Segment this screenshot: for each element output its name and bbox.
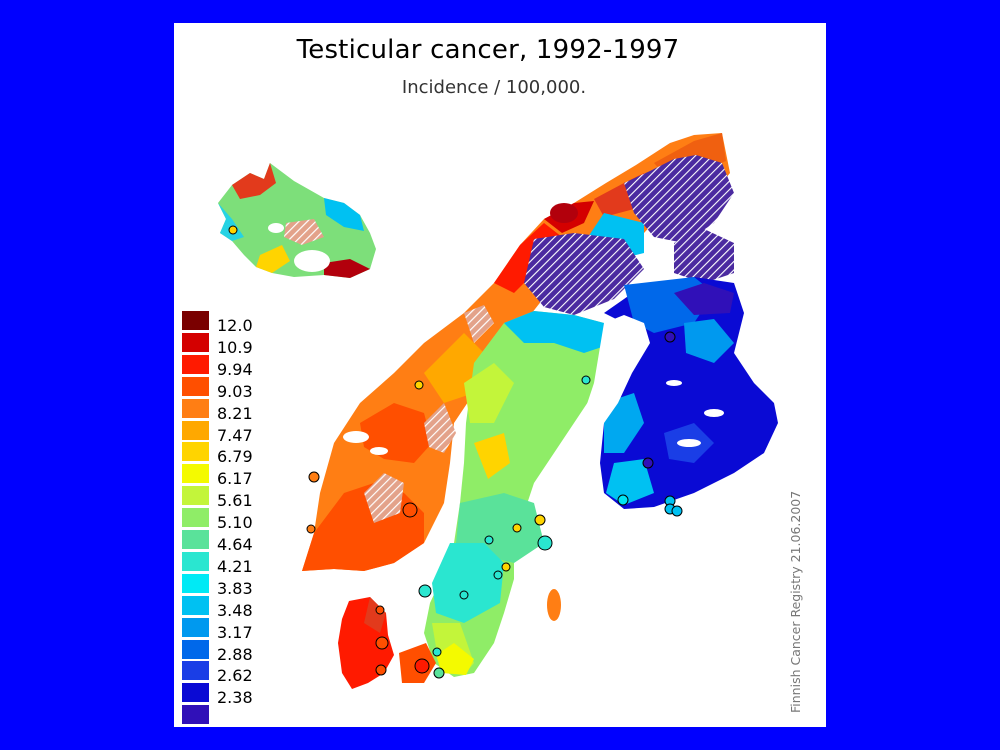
legend-swatch (181, 441, 210, 463)
legend-item: 4.21 (181, 550, 291, 576)
legend-label: 3.17 (217, 622, 253, 642)
legend-swatch (181, 529, 210, 550)
legend-item: 2.88 (181, 638, 291, 664)
city-marker (581, 375, 591, 385)
city-marker (433, 667, 445, 679)
legend-label: 6.17 (217, 469, 253, 489)
city-marker (493, 570, 503, 580)
city-marker (228, 225, 238, 235)
legend-swatch (181, 704, 210, 726)
legend-item: 8.21 (181, 397, 291, 423)
legend-item: 7.47 (181, 419, 291, 445)
legend-item: 2.62 (181, 659, 291, 686)
legend-swatch (181, 682, 210, 704)
gulf-of-bothnia (584, 315, 650, 443)
city-marker (484, 535, 494, 545)
map-panel: Testicular cancer, 1992-1997 Incidence /… (174, 23, 826, 727)
legend-swatch (181, 550, 210, 572)
legend-item: 6.17 (181, 462, 291, 489)
legend-label: 10.9 (217, 337, 253, 357)
legend-label: 12.0 (217, 316, 253, 335)
legend-swatch (181, 397, 210, 419)
city-marker (642, 457, 654, 469)
city-marker (402, 502, 418, 518)
legend-label: 8.21 (217, 403, 253, 423)
legend-label: 9.94 (217, 359, 253, 379)
map-title: Testicular cancer, 1992-1997 (296, 35, 680, 65)
city-marker (501, 562, 511, 572)
city-marker (414, 380, 424, 390)
northern-hatched-region (524, 155, 734, 315)
legend-item: 12.0 (181, 309, 291, 335)
legend-label: 3.48 (217, 600, 253, 620)
city-marker (664, 331, 676, 343)
legend-item: 2.38 (181, 681, 291, 708)
legend-item: 3.83 (181, 572, 291, 598)
sweden-region (424, 311, 624, 677)
legend-item: 9.03 (181, 375, 291, 401)
legend-item: 3.17 (181, 616, 291, 642)
legend-swatch (181, 572, 210, 594)
city-marker (308, 471, 320, 483)
legend-label: 6.79 (217, 447, 253, 467)
city-marker (671, 505, 683, 517)
legend-swatch (181, 375, 210, 397)
legend-swatch (181, 660, 210, 682)
finland-region (600, 277, 778, 509)
city-marker (306, 524, 316, 534)
legend-swatch (181, 463, 210, 485)
legend-item: 5.61 (181, 484, 291, 511)
city-marker (414, 658, 430, 674)
legend-item: 10.9 (181, 331, 291, 357)
legend-item: 3.48 (181, 594, 291, 620)
city-marker (375, 605, 385, 615)
city-marker (512, 523, 522, 533)
legend-label: 5.61 (217, 491, 253, 511)
city-marker (617, 494, 629, 506)
legend-swatch (181, 485, 210, 507)
legend-label: 3.83 (217, 578, 253, 598)
legend-swatch (181, 419, 210, 441)
legend-swatch (181, 353, 210, 375)
legend-label: 2.38 (217, 688, 253, 708)
city-marker (418, 584, 432, 598)
legend-label: 2.62 (217, 666, 253, 686)
legend-label: 4.64 (217, 535, 253, 554)
legend-swatch (181, 507, 210, 529)
source-credit: Finnish Cancer Registry 21.06.2007 (788, 490, 803, 713)
legend-item (181, 703, 291, 726)
city-marker (375, 636, 389, 650)
legend-swatch (181, 616, 210, 638)
legend-item: 9.94 (181, 353, 291, 379)
scandinavia-map (218, 133, 778, 689)
city-markers (228, 225, 683, 679)
legend-swatch (181, 638, 210, 660)
city-marker (432, 647, 442, 657)
legend-swatch (181, 310, 210, 331)
city-marker (459, 590, 469, 600)
city-marker (375, 664, 387, 676)
legend-item: 6.79 (181, 440, 291, 467)
legend-item: 4.64 (181, 528, 291, 554)
legend-swatch (181, 331, 210, 353)
legend-item: 5.10 (181, 506, 291, 533)
map-subtitle: Incidence / 100,000. (401, 77, 587, 98)
legend-label: 2.88 (217, 644, 253, 664)
legend-label: 5.10 (217, 513, 253, 533)
city-marker (537, 535, 553, 551)
legend-swatch (181, 594, 210, 616)
city-marker (534, 514, 546, 526)
iceland-region (218, 163, 376, 278)
legend-label: 4.21 (217, 556, 253, 576)
legend-label: 7.47 (217, 425, 253, 445)
legend-label: 9.03 (217, 381, 253, 401)
